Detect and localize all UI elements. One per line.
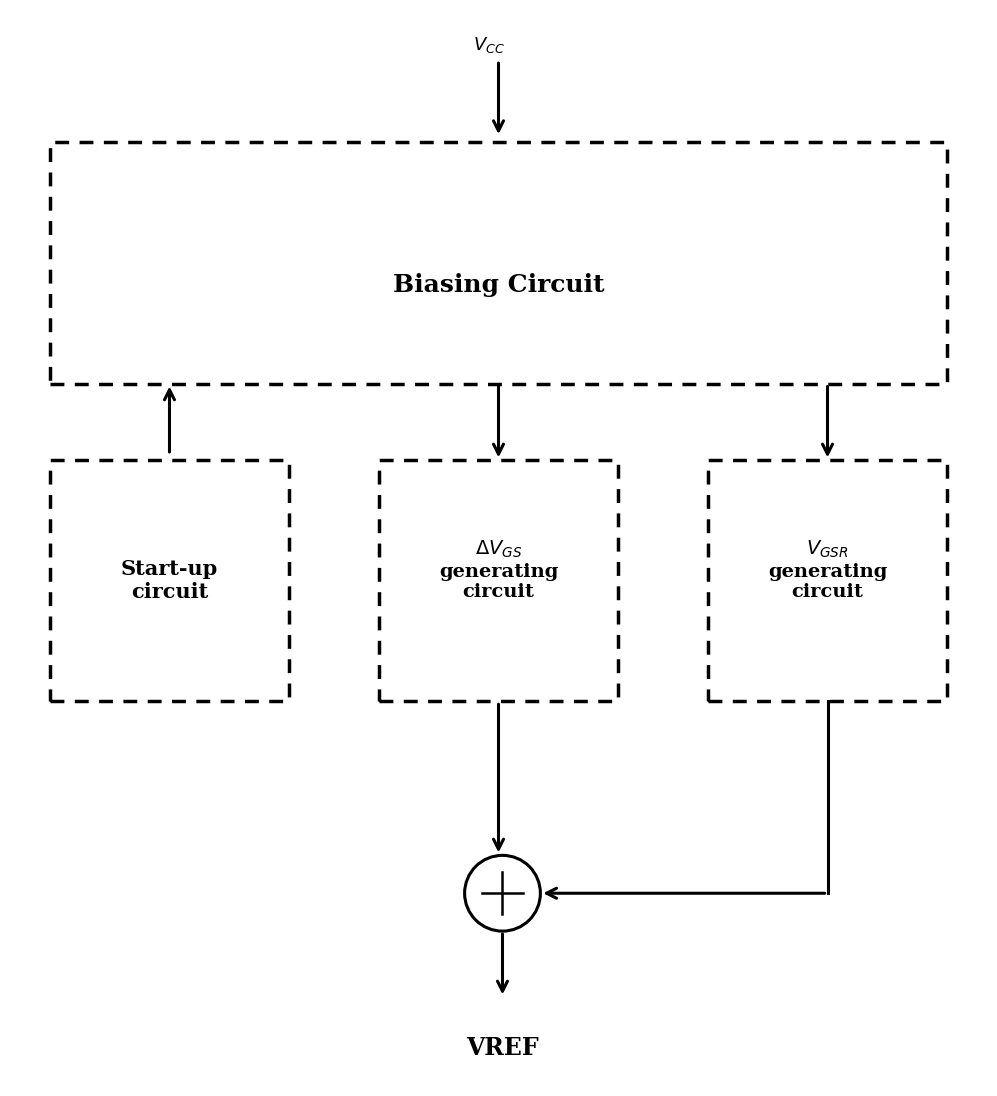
FancyBboxPatch shape [50,142,947,384]
Text: $\Delta V_{GS}$
generating
circuit: $\Delta V_{GS}$ generating circuit [439,538,558,602]
Text: Biasing Circuit: Biasing Circuit [393,273,604,297]
Text: Start-up
circuit: Start-up circuit [121,559,218,603]
FancyBboxPatch shape [708,460,947,701]
Text: $V_{CC}$: $V_{CC}$ [473,35,504,55]
Text: $V_{GSR}$
generating
circuit: $V_{GSR}$ generating circuit [768,538,887,602]
Text: VREF: VREF [467,1036,538,1060]
FancyBboxPatch shape [50,460,289,701]
FancyBboxPatch shape [379,460,618,701]
